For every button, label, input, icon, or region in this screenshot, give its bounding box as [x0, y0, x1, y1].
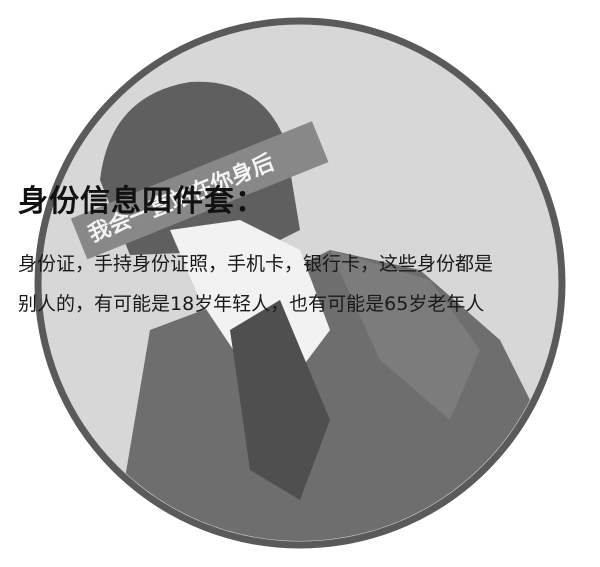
body-line-2: 别人的，有可能是18岁年轻人，也有可能是65岁老年人	[18, 293, 485, 315]
headline: 身份信息四件套：	[18, 184, 266, 219]
shoulder-shape	[330, 250, 480, 420]
body-line-1: 身份证，手持身份证照，手机卡，银行卡，这些身份都是	[18, 253, 494, 275]
arm-shape	[230, 300, 330, 500]
banner-strip	[70, 121, 329, 260]
caption-block: 身份信息四件套： 身份证，手持身份证照，手机卡，银行卡，这些身份都是 别人的，有…	[18, 182, 588, 324]
